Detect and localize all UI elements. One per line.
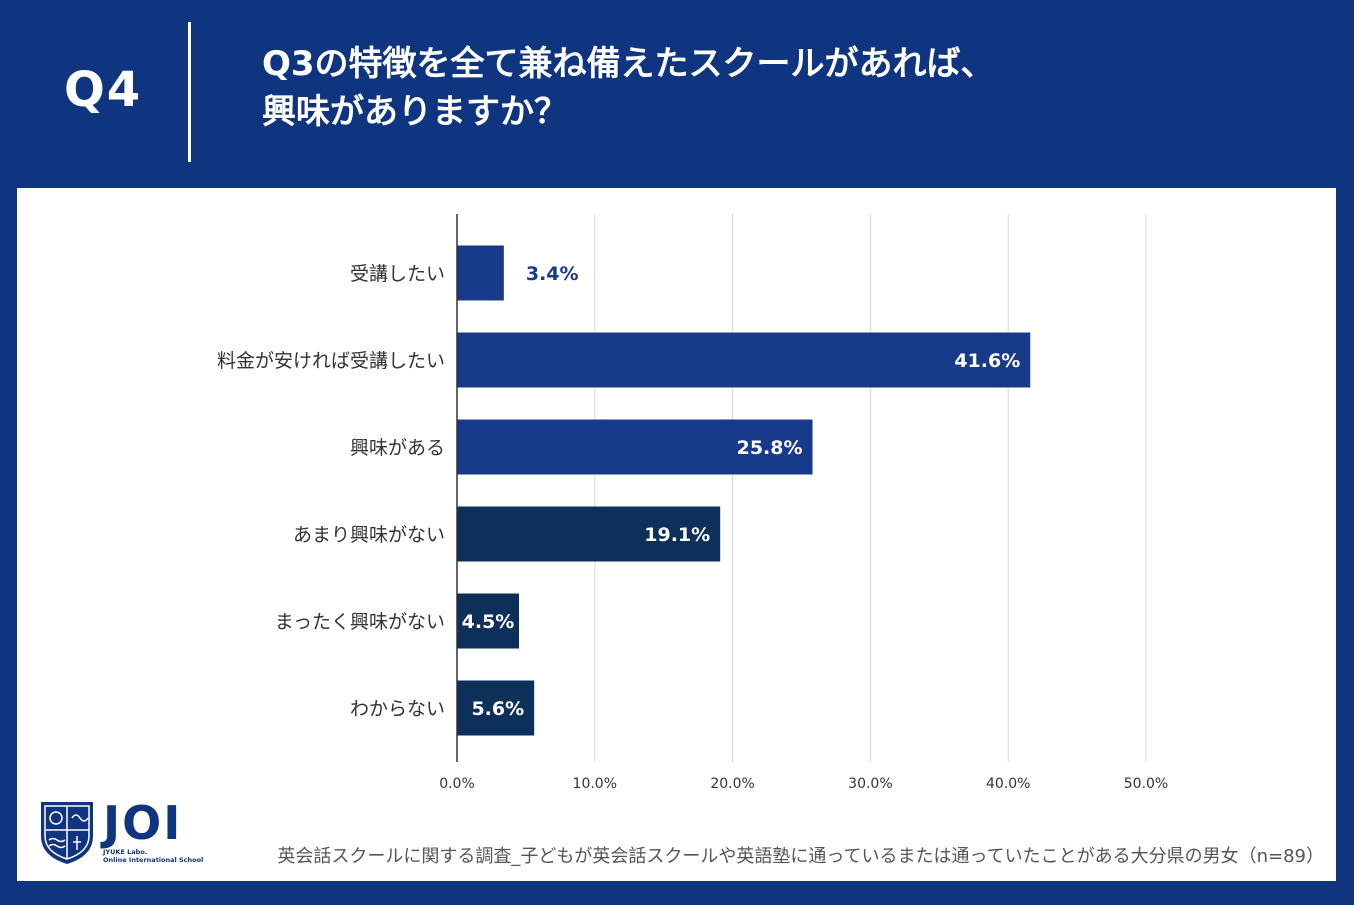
x-tick-label: 30.0% [848,776,892,792]
x-tick-label: 40.0% [986,776,1030,792]
question-line-1: Q3の特徴を全て兼ね備えたスクールがあれば、 [262,44,995,84]
question-line-2: 興味がありますか？ [262,92,568,132]
x-tick-label: 0.0% [439,776,475,792]
logo-subtitle: JYUKE Labo. Online International School [103,848,203,864]
category-label: まったく興味がない [275,611,445,633]
category-label: あまり興味がない [293,524,445,546]
survey-caption: 英会話スクールに関する調査_子どもが英会話スクールや英語塾に通っているまたは通っ… [277,846,1324,867]
header-divider [188,22,191,162]
logo-sub-line-2: Online International School [103,856,204,864]
question-number: Q4 [64,62,143,118]
chart-panel: 0.0% 10.0% 20.0% 30.0% 40.0% 50.0% 受講したい 3.4% 料金… [17,188,1336,881]
joi-logo: JOI JYUKE Labo. Online International Sch… [37,796,217,871]
data-label: 41.6% [954,350,1020,372]
data-label: 25.8% [737,437,803,459]
data-label: 19.1% [644,524,710,546]
bar [457,593,520,649]
category-label: わからない [350,698,445,720]
x-tick-label: 10.0% [573,776,617,792]
header: Q4 Q3の特徴を全て兼ね備えたスクールがあれば、 興味がありますか？ [0,0,1354,188]
category-label: 受講したい [350,263,445,285]
question-text: Q3の特徴を全て兼ね備えたスクールがあれば、 興味がありますか？ [262,40,1262,136]
x-tick-label: 20.0% [710,776,754,792]
category-label: 料金が安ければ受講したい [217,350,445,372]
bar [457,419,813,475]
x-tick-label: 50.0% [1124,776,1168,792]
data-label: 5.6% [471,698,524,720]
bar-chart: 0.0% 10.0% 20.0% 30.0% 40.0% 50.0% 受講したい 3.4% 料金… [217,214,1168,792]
crest-icon [41,802,93,864]
bar [457,506,721,562]
data-label: 4.5% [462,611,515,633]
bar [457,245,504,301]
bar [457,680,535,736]
data-label: 3.4% [526,263,579,285]
category-label: 興味がある [350,437,445,459]
logo-wordmark: JOI [103,796,183,850]
bar [457,332,1031,388]
logo-sub-line-1: JYUKE Labo. [103,848,148,856]
